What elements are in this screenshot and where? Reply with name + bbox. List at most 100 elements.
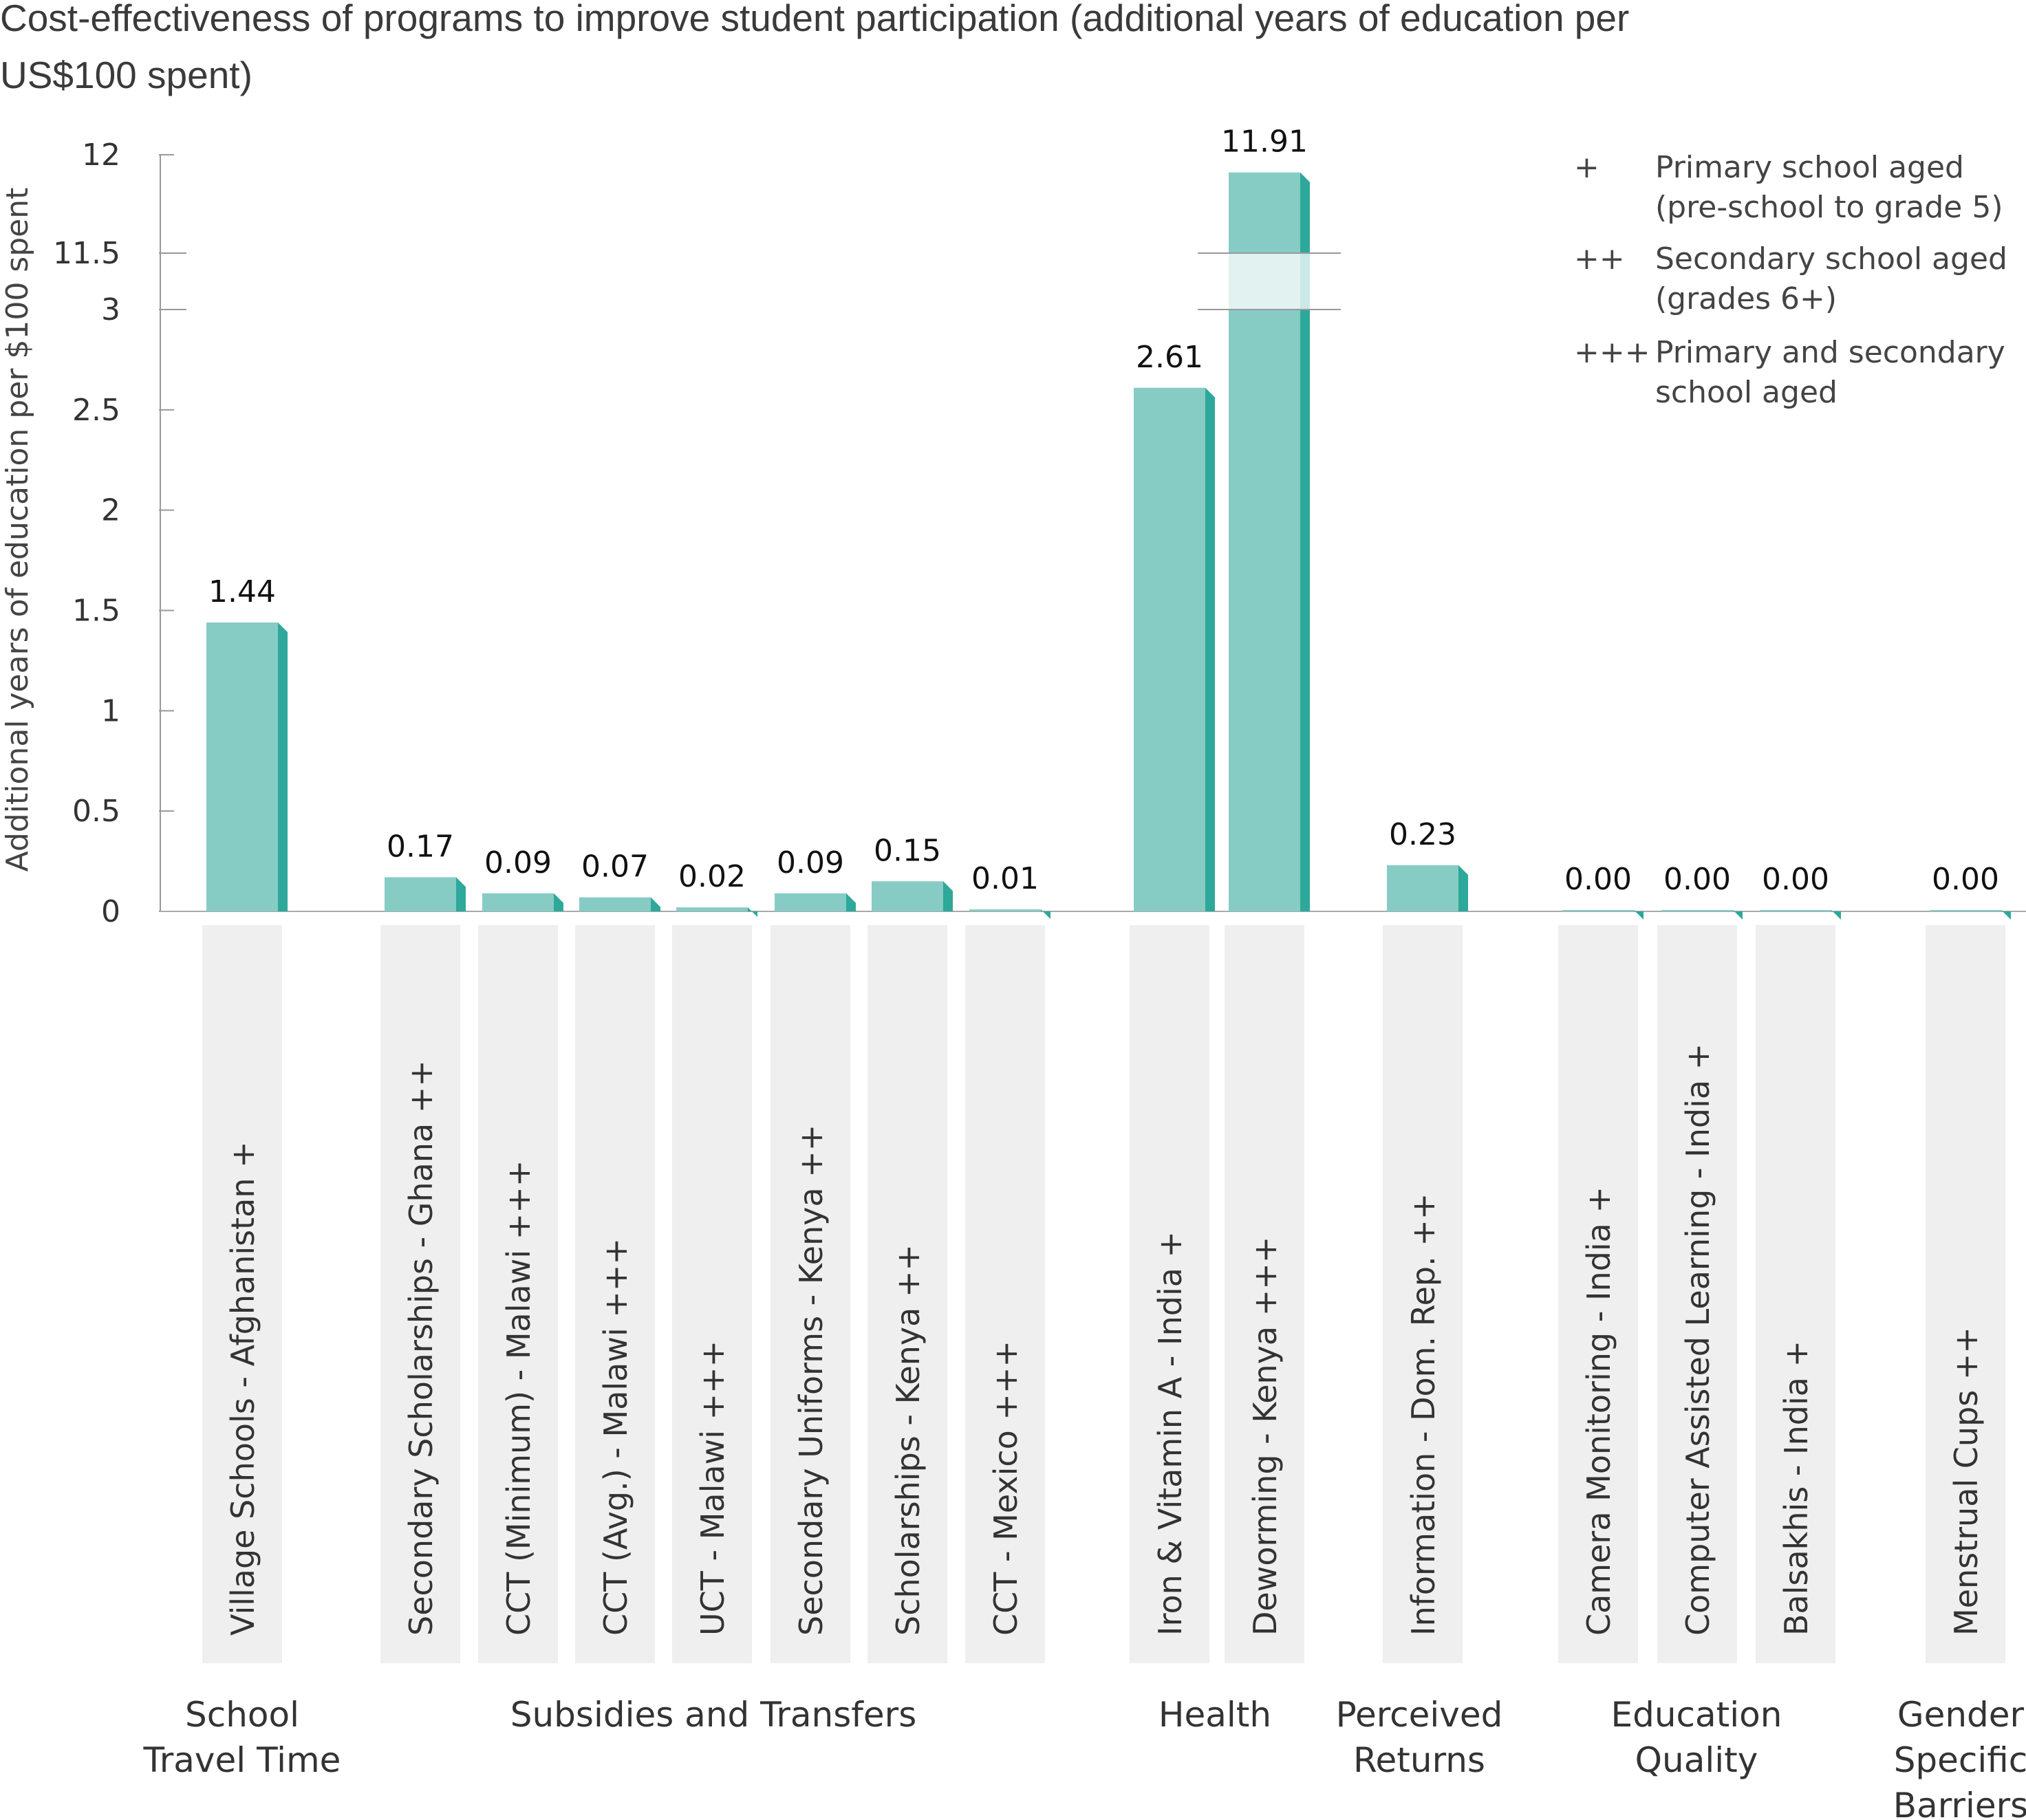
category-label-bg xyxy=(1657,925,1737,1663)
category-labels: Village Schools - Afghanistan + Secondary… xyxy=(202,925,2005,1663)
bar-value-label: 0.00 xyxy=(1932,862,1999,897)
legend-entry-text: (pre-school to grade 5) xyxy=(1655,190,2003,225)
bar xyxy=(969,909,1041,911)
y-tick-label: 2.5 xyxy=(72,393,120,428)
category-label-bg xyxy=(1926,925,2005,1663)
category-label: Computer Assisted Learning - India + xyxy=(1679,1043,1716,1636)
group-label: Barriers xyxy=(1893,1786,2026,1820)
legend-entry-text: (grades 6+) xyxy=(1655,281,1837,316)
legend-symbol: +++ xyxy=(1574,335,1650,370)
y-tick-label: 3 xyxy=(101,292,120,327)
group-label: Specific xyxy=(1894,1740,2026,1780)
bar-value-label: 0.02 xyxy=(678,859,746,894)
chart-title-line-2: US$100 spent) xyxy=(0,54,252,96)
group-label: Quality xyxy=(1635,1740,1758,1780)
group-label: Education xyxy=(1611,1695,1782,1735)
bar-side xyxy=(1300,172,1310,912)
bar-value-label: 2.61 xyxy=(1136,340,1203,375)
chart-title-line-1: Cost-effectiveness of programs to improv… xyxy=(0,0,1629,39)
bar-side xyxy=(748,907,757,918)
y-tick-label: 0.5 xyxy=(72,794,120,829)
bar xyxy=(775,893,846,911)
bar-side xyxy=(278,622,288,911)
bar-value-label: 0.23 xyxy=(1389,817,1456,852)
bar xyxy=(385,877,456,911)
bar-side xyxy=(1205,387,1215,911)
group-labels: School Travel Time Subsidies and Transfers… xyxy=(143,1695,2026,1820)
bar-side xyxy=(943,881,953,911)
bar xyxy=(1661,910,1733,911)
category-label: CCT - Mexico +++ xyxy=(987,1341,1024,1636)
category-label-bg xyxy=(1225,925,1304,1663)
legend-entry-text: Primary and secondary xyxy=(1655,335,2005,370)
bar-value-label: 0.07 xyxy=(581,849,649,885)
bar xyxy=(676,907,748,911)
category-label-bg xyxy=(1558,925,1638,1663)
chart-title: Cost-effectiveness of programs to improv… xyxy=(0,0,1629,96)
bar xyxy=(1387,865,1458,911)
category-label-bg xyxy=(202,925,282,1663)
bar xyxy=(579,897,651,911)
group-label: Subsidies and Transfers xyxy=(510,1695,917,1735)
category-label-bg xyxy=(672,925,752,1663)
category-label-bg xyxy=(575,925,655,1663)
legend-symbol: ++ xyxy=(1574,241,1625,277)
bar xyxy=(1562,910,1634,911)
bar xyxy=(1930,910,2001,911)
group-label: Gender xyxy=(1897,1695,2025,1735)
bar xyxy=(482,893,554,911)
category-label: Information - Dom. Rep. ++ xyxy=(1405,1193,1442,1636)
bar-side xyxy=(2001,910,2011,920)
bar-value-label: 0.00 xyxy=(1663,862,1731,897)
group-label: Health xyxy=(1159,1695,1271,1735)
bar xyxy=(872,881,943,911)
value-labels: 1.44 0.17 0.09 0.07 0.02 0.09 0.15 0.01 2.61 11.9… xyxy=(208,124,1999,897)
bar-side xyxy=(846,893,856,911)
y-tick-label: 1.5 xyxy=(72,594,120,629)
bar-value-label: 0.09 xyxy=(777,845,844,880)
legend-symbol: + xyxy=(1574,150,1599,185)
bar-side xyxy=(456,877,466,911)
group-label: Returns xyxy=(1353,1740,1485,1780)
category-label: Secondary Scholarships - Ghana ++ xyxy=(402,1060,440,1636)
legend-entry-text: school aged xyxy=(1655,375,1838,410)
category-label: CCT (Minimum) - Malawi +++ xyxy=(500,1160,537,1636)
bar-value-label: 0.00 xyxy=(1564,862,1632,897)
group-label: Perceived xyxy=(1336,1695,1503,1735)
legend-entry-text: Secondary school aged xyxy=(1655,241,2007,277)
bar-side xyxy=(554,893,563,911)
category-label: Menstrual Cups ++ xyxy=(1948,1327,1985,1636)
bar xyxy=(206,622,278,911)
category-label-bg xyxy=(380,925,460,1663)
legend-entry-text: Primary school aged xyxy=(1655,150,1964,185)
axis-break-band xyxy=(1198,253,1341,310)
category-label-bg xyxy=(867,925,947,1663)
category-label: Iron & Vitamin A - India + xyxy=(1152,1231,1189,1636)
group-label: Travel Time xyxy=(143,1740,341,1780)
category-label: Balsakhis - India + xyxy=(1778,1341,1815,1636)
bar-value-label: 0.01 xyxy=(971,861,1039,896)
bar-side xyxy=(1458,865,1468,911)
bar-value-label: 0.17 xyxy=(387,829,454,864)
category-label-bg xyxy=(1383,925,1463,1663)
bar-value-label: 1.44 xyxy=(208,574,276,609)
category-label: Scholarships - Kenya ++ xyxy=(890,1244,927,1636)
bar-value-label: 11.91 xyxy=(1221,124,1308,160)
category-label: CCT (Avg.) - Malawi +++ xyxy=(597,1238,634,1636)
bar-side xyxy=(1733,910,1743,920)
bar-value-label: 0.00 xyxy=(1762,862,1829,897)
bar-side xyxy=(1831,910,1841,920)
category-label-bg xyxy=(1756,925,1835,1663)
category-label: Secondary Uniforms - Kenya ++ xyxy=(793,1125,830,1636)
category-label-bg xyxy=(770,925,850,1663)
y-tick-label: 0 xyxy=(101,894,120,929)
legend: + Primary school aged (pre-school to grade… xyxy=(1574,150,2007,410)
bar-value-label: 0.15 xyxy=(874,833,941,868)
category-label: Village Schools - Afghanistan + xyxy=(224,1141,261,1636)
category-label: Deworming - Kenya +++ xyxy=(1247,1237,1284,1636)
bars xyxy=(206,172,2011,920)
category-label: Camera Monitoring - India + xyxy=(1580,1187,1617,1636)
bar xyxy=(1134,387,1205,911)
y-tick-label: 12 xyxy=(82,138,120,173)
